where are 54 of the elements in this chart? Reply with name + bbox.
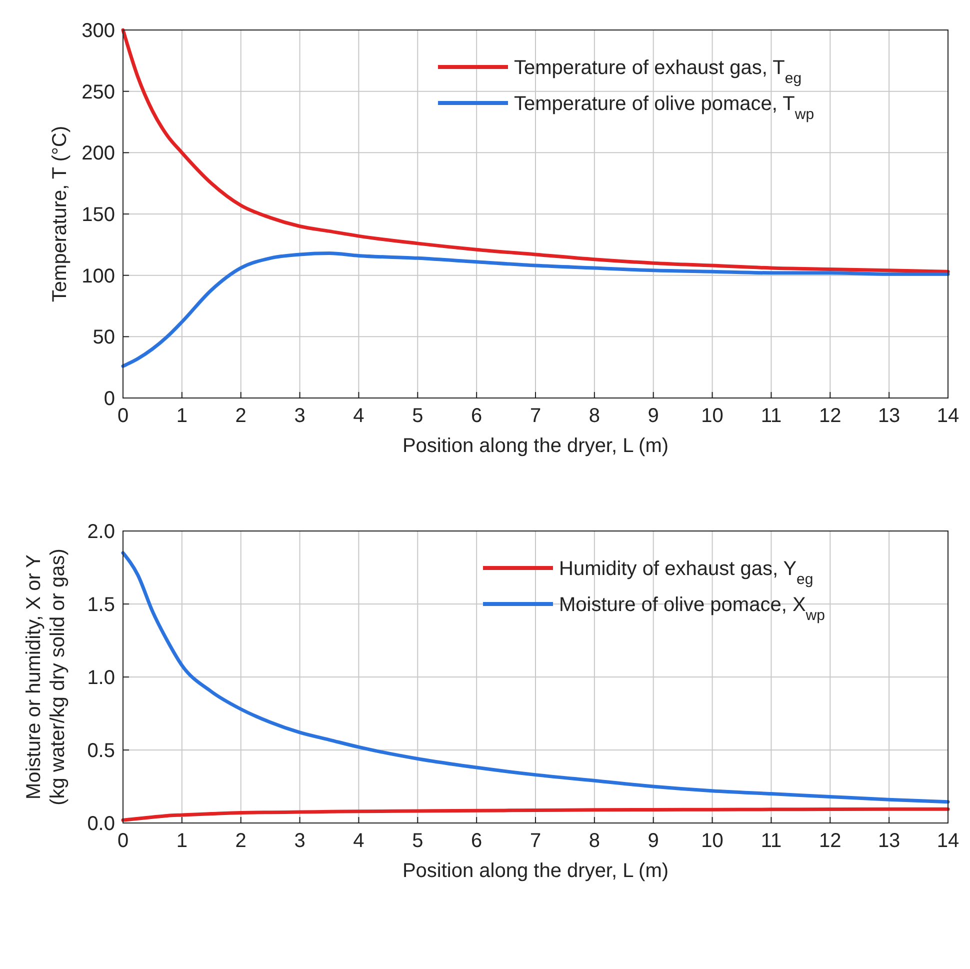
x-tick-label: 2 bbox=[235, 405, 246, 427]
line-series bbox=[121, 807, 950, 822]
x-tick-label: 6 bbox=[471, 830, 482, 852]
x-tick-label: 14 bbox=[936, 405, 960, 427]
y-tick-label: 250 bbox=[82, 81, 115, 104]
x-tick-label: 5 bbox=[412, 830, 424, 852]
x-tick-label: 3 bbox=[294, 405, 306, 427]
legend-label: Moisture of olive pomace, X$_{wp}$ bbox=[559, 594, 825, 624]
x-tick-label: 1 bbox=[176, 830, 188, 852]
y-tick-label: 100 bbox=[82, 265, 115, 288]
x-tick-label: 12 bbox=[819, 405, 842, 427]
x-tick-label: 2 bbox=[235, 830, 246, 852]
x-tick-label: 4 bbox=[353, 405, 364, 427]
line-series bbox=[121, 551, 950, 804]
y-tick-label: 200 bbox=[82, 142, 115, 165]
legend-label: Temperature of exhaust gas, T$_{eg}$ bbox=[514, 57, 802, 86]
x-tick-label: 12 bbox=[819, 830, 842, 852]
line-series bbox=[121, 28, 950, 274]
x-tick-label: 11 bbox=[760, 830, 782, 852]
x-tick-label: 6 bbox=[471, 405, 482, 427]
y-tick-label: 150 bbox=[82, 204, 115, 226]
y-tick-label: 0.5 bbox=[87, 740, 115, 762]
y-tick-label: 1.0 bbox=[87, 667, 115, 689]
x-tick-label: 9 bbox=[648, 405, 659, 427]
x-tick-label: 7 bbox=[530, 405, 542, 427]
x-axis-title: Position along the dryer, L (m) bbox=[402, 435, 669, 457]
x-tick-label: 10 bbox=[701, 830, 724, 852]
x-tick-label: 0 bbox=[117, 405, 129, 427]
y-tick-label: 300 bbox=[82, 20, 115, 42]
x-tick-label: 9 bbox=[648, 830, 659, 852]
y-tick-label: 0 bbox=[104, 388, 115, 410]
x-tick-label: 13 bbox=[878, 830, 900, 852]
y-axis-title: Moisture or humidity, X or Y (kg water/kg dry solid or gas) bbox=[23, 548, 69, 806]
x-tick-label: 11 bbox=[760, 405, 782, 427]
x-tick-label: 3 bbox=[294, 830, 306, 852]
legend-label: Temperature of olive pomace, T$_{wp}$ bbox=[514, 93, 814, 122]
x-tick-label: 4 bbox=[353, 830, 364, 852]
x-tick-label: 7 bbox=[530, 830, 542, 852]
x-tick-label: 1 bbox=[176, 405, 188, 427]
y-axis-title: Temperature, T (°C) bbox=[49, 126, 71, 302]
y-tick-label: 2.0 bbox=[87, 521, 115, 543]
x-tick-label: 14 bbox=[936, 830, 960, 852]
x-tick-label: 5 bbox=[412, 405, 424, 427]
x-axis-title: Position along the dryer, L (m) bbox=[402, 860, 669, 882]
y-tick-label: 0.0 bbox=[87, 813, 115, 835]
x-tick-label: 0 bbox=[117, 830, 129, 852]
y-tick-label: 1.5 bbox=[87, 594, 115, 616]
line-series bbox=[121, 252, 950, 368]
x-tick-label: 13 bbox=[878, 405, 900, 427]
legend-label: Humidity of exhaust gas, Y$_{eg}$ bbox=[559, 558, 814, 588]
x-tick-label: 8 bbox=[588, 405, 600, 427]
x-tick-label: 10 bbox=[701, 405, 724, 427]
x-tick-label: 8 bbox=[588, 830, 600, 852]
y-tick-label: 50 bbox=[92, 326, 115, 349]
